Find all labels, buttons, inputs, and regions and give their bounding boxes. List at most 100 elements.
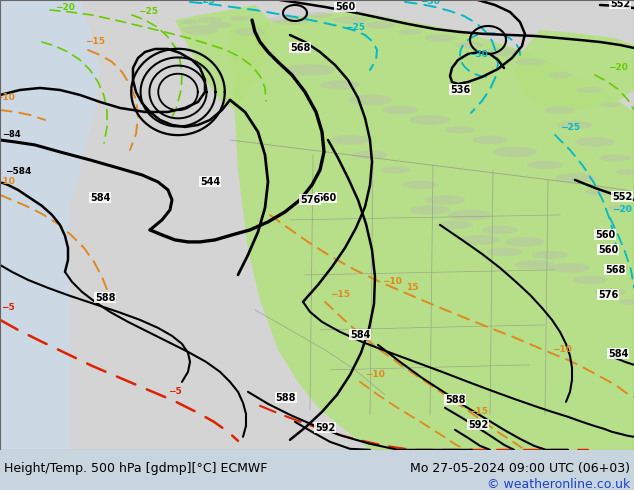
Polygon shape xyxy=(527,161,563,169)
Text: 592: 592 xyxy=(315,423,335,433)
Text: −10: −10 xyxy=(552,345,572,354)
Polygon shape xyxy=(572,276,608,284)
Polygon shape xyxy=(545,106,575,114)
Polygon shape xyxy=(532,251,568,259)
Text: 588: 588 xyxy=(444,395,465,405)
Polygon shape xyxy=(515,260,555,270)
Text: 576: 576 xyxy=(598,290,618,300)
Polygon shape xyxy=(402,181,438,189)
Text: −5: −5 xyxy=(1,303,15,313)
Polygon shape xyxy=(230,16,250,21)
Polygon shape xyxy=(410,115,450,125)
Polygon shape xyxy=(382,106,418,114)
Polygon shape xyxy=(493,147,537,157)
Polygon shape xyxy=(175,5,270,110)
Text: −10: −10 xyxy=(0,94,15,102)
Text: Height/Temp. 500 hPa [gdmp][°C] ECMWF: Height/Temp. 500 hPa [gdmp][°C] ECMWF xyxy=(4,462,268,475)
Text: −30: −30 xyxy=(468,50,488,59)
Text: 560: 560 xyxy=(316,193,336,203)
Polygon shape xyxy=(472,136,508,144)
Text: −20: −20 xyxy=(608,64,628,73)
Text: −15: −15 xyxy=(85,37,105,47)
Text: −25: −25 xyxy=(138,7,158,17)
Text: 15: 15 xyxy=(406,283,418,293)
Polygon shape xyxy=(198,17,222,23)
Text: −15: −15 xyxy=(330,291,350,299)
Text: 568: 568 xyxy=(290,43,310,53)
Text: 552: 552 xyxy=(610,0,630,9)
Polygon shape xyxy=(487,248,523,256)
Text: 560: 560 xyxy=(595,230,615,240)
Text: 560: 560 xyxy=(598,245,618,255)
Polygon shape xyxy=(460,235,500,245)
Polygon shape xyxy=(182,25,218,35)
Polygon shape xyxy=(505,237,545,246)
Polygon shape xyxy=(616,169,634,175)
Polygon shape xyxy=(515,30,634,110)
Polygon shape xyxy=(585,188,615,196)
Text: −84: −84 xyxy=(2,130,21,140)
Polygon shape xyxy=(456,41,484,49)
Polygon shape xyxy=(550,263,590,272)
Polygon shape xyxy=(352,151,388,159)
Polygon shape xyxy=(425,195,465,205)
Polygon shape xyxy=(180,20,200,25)
Text: −584: −584 xyxy=(5,168,31,176)
Polygon shape xyxy=(398,29,422,35)
Polygon shape xyxy=(448,210,492,220)
Polygon shape xyxy=(208,22,232,28)
Polygon shape xyxy=(548,72,572,78)
Polygon shape xyxy=(555,173,595,183)
Polygon shape xyxy=(365,22,395,28)
Text: © weatheronline.co.uk: © weatheronline.co.uk xyxy=(487,478,630,490)
Text: −5: −5 xyxy=(168,387,182,396)
Text: −10: −10 xyxy=(365,370,385,379)
Polygon shape xyxy=(0,0,100,450)
Text: −25: −25 xyxy=(345,24,365,32)
Text: 584: 584 xyxy=(608,349,628,359)
Polygon shape xyxy=(515,58,545,66)
Text: 592: 592 xyxy=(468,420,488,430)
Text: 544: 544 xyxy=(200,177,220,187)
Polygon shape xyxy=(230,12,634,450)
Text: 560: 560 xyxy=(335,2,355,12)
Polygon shape xyxy=(348,95,392,105)
Polygon shape xyxy=(482,226,518,234)
Polygon shape xyxy=(445,126,475,134)
Text: 588: 588 xyxy=(276,393,296,403)
Text: 552: 552 xyxy=(612,192,632,202)
Polygon shape xyxy=(608,205,632,211)
Text: −20: −20 xyxy=(612,205,632,215)
Polygon shape xyxy=(599,154,631,162)
Text: 576: 576 xyxy=(300,195,320,205)
Polygon shape xyxy=(490,330,634,450)
Bar xyxy=(0,0,70,450)
Polygon shape xyxy=(600,102,620,107)
Polygon shape xyxy=(308,12,332,18)
Text: 584: 584 xyxy=(350,330,370,340)
Text: 584: 584 xyxy=(90,193,110,203)
Text: −15: −15 xyxy=(468,407,488,416)
Text: −20: −20 xyxy=(55,3,75,13)
Polygon shape xyxy=(235,28,265,36)
Text: 568: 568 xyxy=(605,265,625,275)
Text: −10: −10 xyxy=(382,277,402,286)
Polygon shape xyxy=(557,121,593,129)
Polygon shape xyxy=(576,87,604,93)
Text: −30: −30 xyxy=(420,0,440,6)
Polygon shape xyxy=(482,48,518,56)
Polygon shape xyxy=(380,166,410,173)
Text: 588: 588 xyxy=(94,293,115,303)
Polygon shape xyxy=(594,288,626,295)
Text: Mo 27-05-2024 09:00 UTC (06+03): Mo 27-05-2024 09:00 UTC (06+03) xyxy=(410,462,630,475)
Polygon shape xyxy=(270,15,310,25)
Text: −10: −10 xyxy=(0,177,15,186)
Polygon shape xyxy=(618,299,634,305)
Polygon shape xyxy=(437,220,473,229)
Polygon shape xyxy=(320,80,360,90)
Text: −25: −25 xyxy=(195,0,215,5)
Polygon shape xyxy=(410,205,450,215)
Polygon shape xyxy=(330,135,370,145)
Text: −25: −25 xyxy=(560,123,580,132)
Polygon shape xyxy=(285,64,335,76)
